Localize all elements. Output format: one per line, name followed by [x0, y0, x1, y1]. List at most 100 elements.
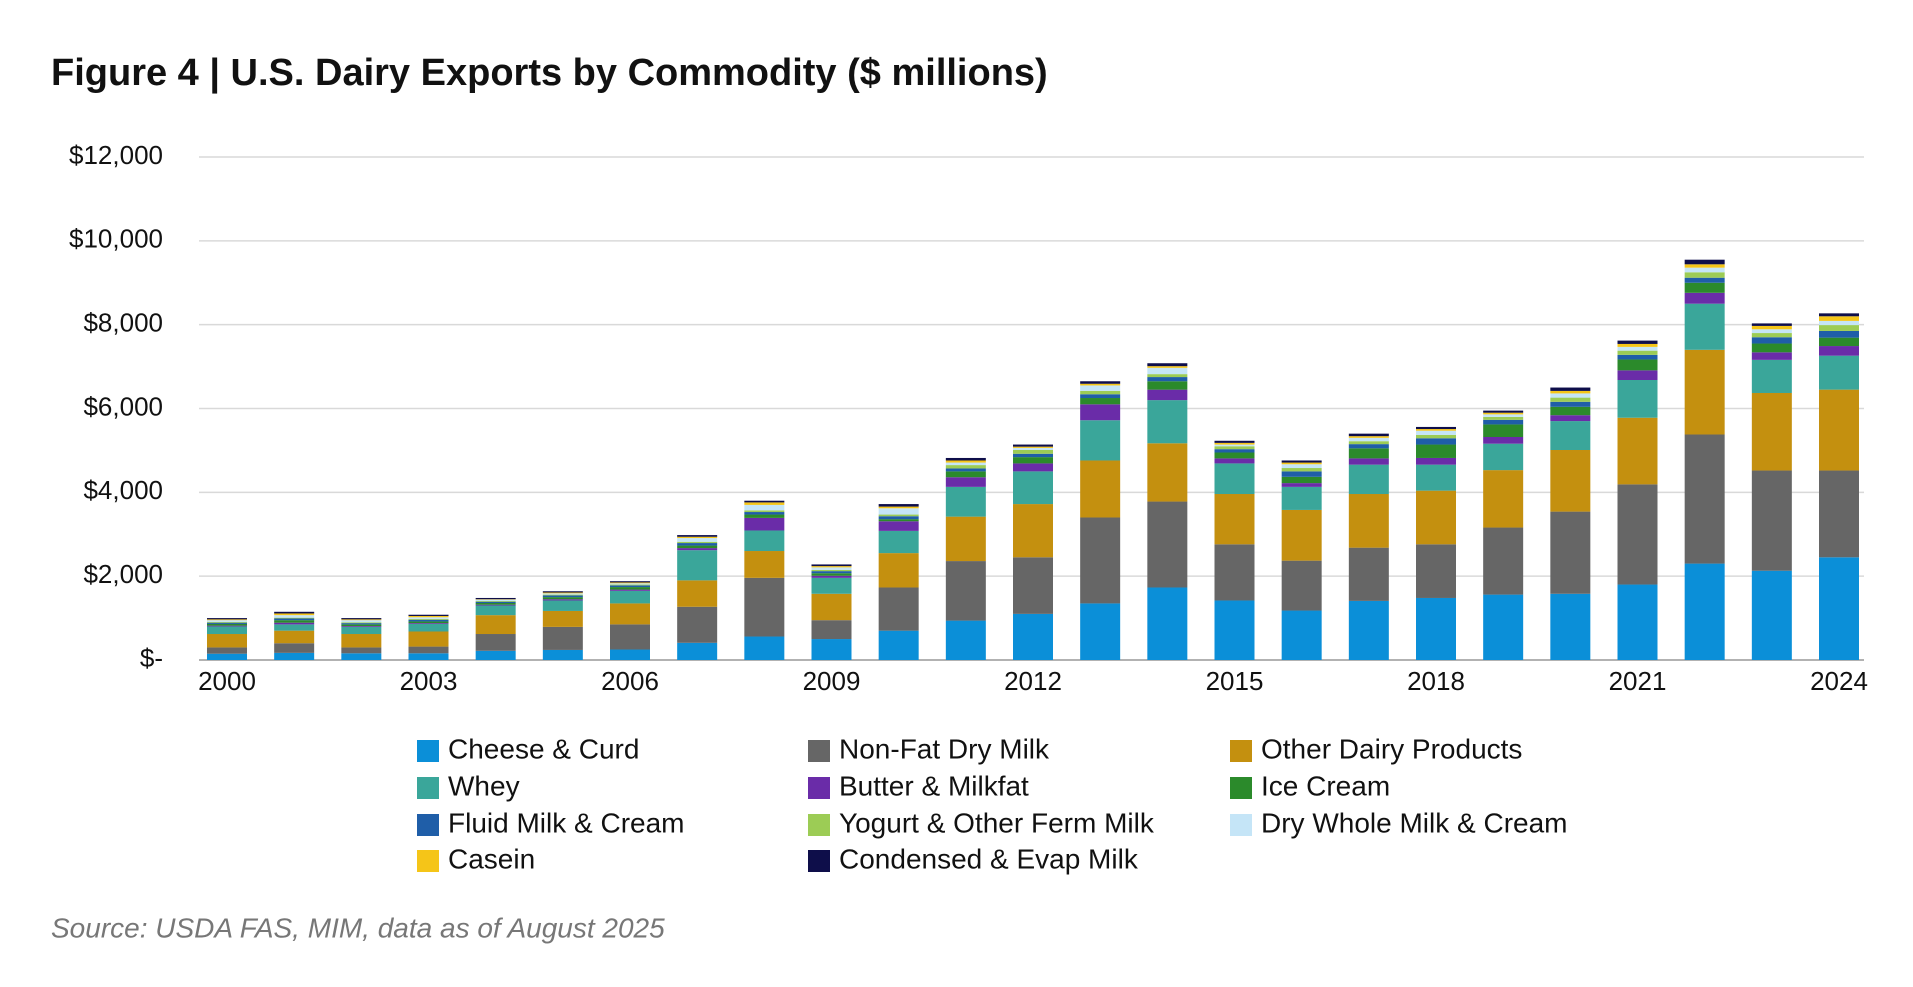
bar-segment — [1483, 437, 1524, 444]
bar-segment — [341, 623, 382, 625]
bar-segment — [274, 622, 315, 625]
bar-segment — [1214, 452, 1255, 459]
y-tick-label: $- — [140, 643, 163, 673]
bar-segment — [1483, 412, 1524, 415]
bar-segment — [1416, 444, 1456, 458]
bar-segment — [542, 591, 583, 593]
x-tick-label: 2003 — [400, 666, 458, 696]
legend-label: Other Dairy Products — [1261, 733, 1522, 764]
bar-segment — [207, 620, 247, 622]
bar-segment — [677, 543, 718, 546]
bar-segment — [1416, 544, 1456, 598]
bar-segment — [1819, 470, 1859, 558]
bar-segment — [1684, 272, 1725, 278]
bar-segment — [341, 626, 382, 635]
bar-segment — [542, 649, 583, 660]
bar-segment — [341, 619, 382, 621]
bar-segment — [1147, 443, 1188, 502]
bar-segment — [1348, 448, 1389, 459]
bar-segment — [1617, 343, 1658, 347]
bar-segment — [475, 605, 516, 616]
bar-segment — [1147, 501, 1188, 588]
bar-segment — [1348, 464, 1389, 495]
bar-segment — [1617, 379, 1658, 418]
bar-segment — [610, 585, 650, 588]
bar-segment — [1013, 446, 1053, 448]
bar-segment — [878, 519, 919, 522]
bar-segment — [408, 614, 449, 616]
bar-segment — [274, 620, 315, 623]
bar-segment — [207, 623, 247, 626]
legend-swatch — [1230, 814, 1252, 836]
bar-segment — [1819, 316, 1859, 321]
bar-segment — [1013, 557, 1053, 614]
bar-segment — [1617, 350, 1658, 355]
bar-segment — [341, 622, 382, 624]
bar-segment — [1080, 398, 1121, 405]
y-tick-label: $8,000 — [83, 308, 163, 338]
bar-segment — [1013, 449, 1053, 454]
bar-segment — [1080, 390, 1121, 395]
legend-swatch — [417, 777, 439, 799]
bar-segment — [677, 606, 718, 643]
bar-segment — [207, 625, 247, 627]
bar-segment — [542, 594, 583, 596]
bar-segment — [811, 577, 852, 594]
bar-segment — [542, 597, 583, 600]
bar-segment — [1147, 374, 1188, 378]
bar-segment — [1214, 494, 1255, 545]
legend-swatch — [1230, 740, 1252, 762]
bar-segment — [1751, 352, 1792, 360]
bar-segment — [1080, 381, 1121, 384]
x-tick-label: 2024 — [1810, 666, 1868, 696]
bar-segment — [1483, 527, 1524, 595]
bar-segment — [341, 624, 382, 627]
bar-segment — [1617, 359, 1658, 371]
bar-segment — [1617, 346, 1658, 351]
bar-segment — [475, 599, 516, 601]
bar-segment — [945, 462, 986, 466]
bar-segment — [1080, 383, 1121, 386]
bar-segment — [744, 530, 785, 552]
legend-swatch — [808, 850, 830, 872]
bar-segment — [341, 626, 382, 627]
bar-segment — [1550, 390, 1591, 394]
bar-segment — [744, 636, 785, 660]
bar-segment — [1550, 415, 1591, 422]
bar-segment — [1348, 436, 1389, 438]
bar-segment — [1751, 333, 1792, 338]
bar-segment — [1684, 267, 1725, 273]
bar-segment — [1214, 449, 1255, 453]
bar-segment — [1013, 447, 1053, 450]
bar-segment — [1281, 486, 1322, 510]
bar-segment — [1751, 325, 1792, 330]
bar-segment — [1751, 323, 1792, 326]
legend-swatch — [808, 740, 830, 762]
bar-segment — [744, 504, 785, 511]
bar-segment — [744, 551, 785, 578]
legend-label: Yogurt & Other Ferm Milk — [839, 807, 1155, 838]
bar-segment — [1348, 437, 1389, 442]
bar-segment — [610, 581, 650, 583]
bar-segment — [1819, 337, 1859, 347]
bar-segment — [1147, 377, 1188, 382]
bar-segment — [1684, 349, 1725, 435]
bar-segment — [1751, 329, 1792, 334]
y-tick-label: $6,000 — [83, 391, 163, 421]
legend-swatch — [417, 814, 439, 836]
bar-segment — [1416, 457, 1456, 465]
bar-segment — [610, 582, 650, 584]
bar-segment — [744, 512, 785, 515]
y-tick-label: $2,000 — [83, 559, 163, 589]
bar-segment — [341, 647, 382, 654]
bar-segment — [1214, 600, 1255, 660]
x-tick-label: 2018 — [1407, 666, 1465, 696]
bar-segment — [341, 618, 382, 620]
bar-segment — [945, 471, 986, 478]
bar-segment — [1483, 424, 1524, 438]
bar-segment — [1214, 463, 1255, 495]
bar-segment — [1214, 458, 1255, 464]
bar-segment — [274, 630, 315, 644]
bar-segment — [1550, 406, 1591, 416]
bar-segment — [1147, 366, 1188, 368]
